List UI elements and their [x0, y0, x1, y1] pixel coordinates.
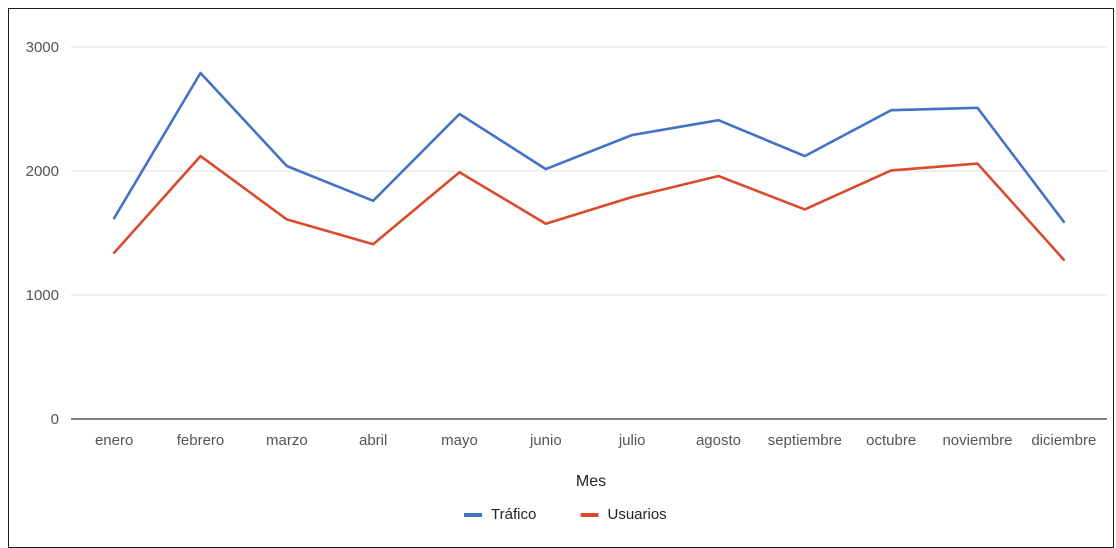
x-tick-label: enero	[95, 432, 133, 449]
series-line-1	[112, 71, 1066, 224]
gridlines	[71, 46, 1107, 296]
line-chart: 0 1000 2000 3000 enero febrero marzo abril mayo…	[26, 39, 1107, 523]
series-line-2	[112, 154, 1066, 261]
legend-label: Tráfico	[491, 506, 536, 523]
chart-frame: 0 1000 2000 3000 enero febrero marzo abril mayo…	[8, 8, 1114, 548]
series-lines	[112, 71, 1066, 261]
legend-swatch	[464, 513, 482, 517]
x-axis-ticks: enero febrero marzo abril mayo junio julio agos…	[95, 432, 1096, 449]
x-tick-label: julio	[618, 432, 646, 449]
y-tick-label: 1000	[26, 287, 59, 304]
x-tick-label: marzo	[266, 432, 308, 449]
x-tick-label: abril	[359, 432, 387, 449]
y-tick-label: 2000	[26, 163, 59, 180]
legend: Tráfico Usuarios	[464, 506, 667, 523]
x-tick-label: mayo	[441, 432, 478, 449]
y-axis-ticks: 0 1000 2000 3000	[26, 39, 59, 428]
x-tick-label: agosto	[696, 432, 741, 449]
x-tick-label: octubre	[866, 432, 916, 449]
x-tick-label: septiembre	[768, 432, 842, 449]
x-tick-label: junio	[529, 432, 562, 449]
x-tick-label: noviembre	[942, 432, 1012, 449]
y-tick-label: 3000	[26, 39, 59, 56]
x-tick-label: febrero	[177, 432, 225, 449]
legend-label: Usuarios	[608, 506, 667, 523]
legend-swatch	[580, 513, 599, 517]
y-tick-label: 0	[51, 411, 59, 428]
x-axis-title: Mes	[576, 473, 606, 490]
x-tick-label: diciembre	[1031, 432, 1096, 449]
